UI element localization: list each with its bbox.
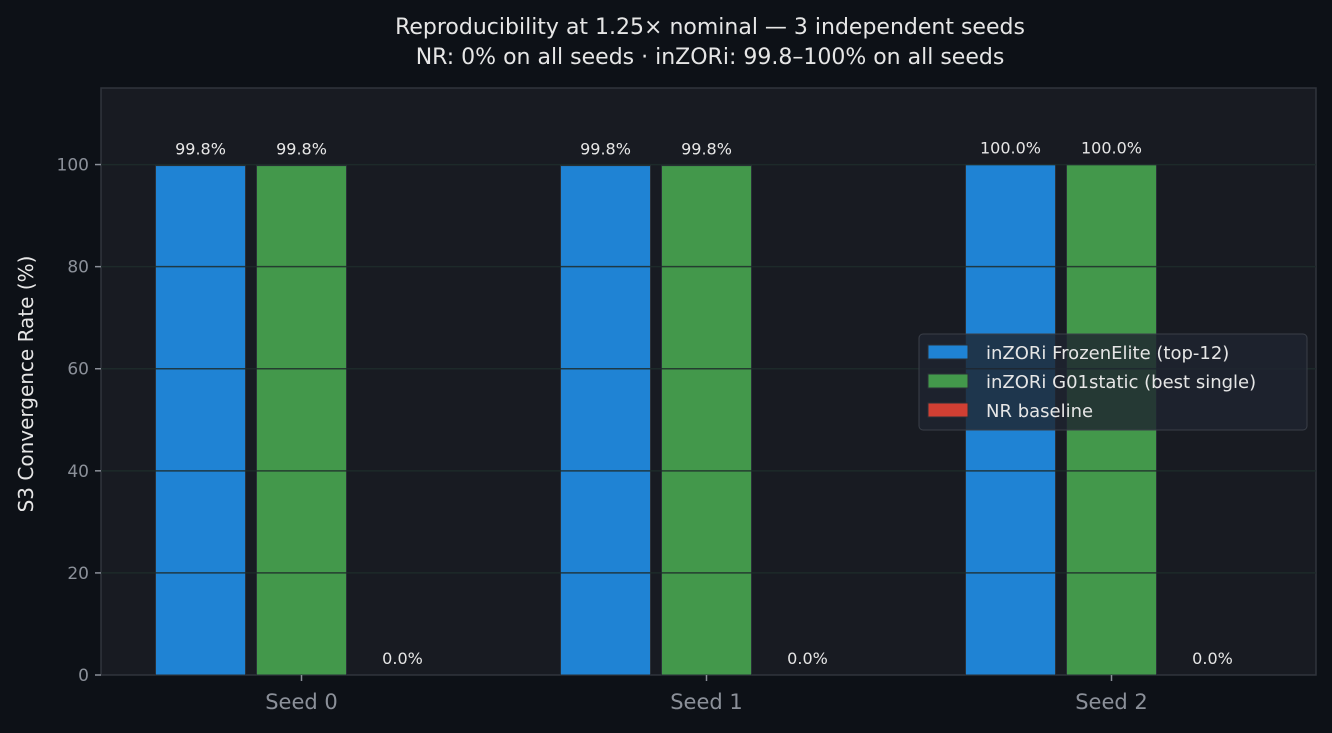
- legend-swatch: [927, 373, 969, 389]
- chart-subtitle: NR: 0% on all seeds · inZORi: 99.8–100% …: [416, 45, 1005, 70]
- x-tick-label: Seed 0: [265, 690, 338, 714]
- bar-value-label: 99.8%: [175, 140, 226, 159]
- y-tick-label: 100: [57, 156, 89, 176]
- bar: [661, 165, 752, 676]
- bar-value-label: 100.0%: [1081, 139, 1142, 158]
- y-tick-label: 60: [67, 360, 89, 380]
- y-tick-label: 20: [67, 564, 89, 584]
- bar: [155, 165, 246, 676]
- x-tick-label: Seed 1: [670, 690, 743, 714]
- legend-swatch: [927, 344, 969, 360]
- bar-value-label: 100.0%: [980, 139, 1041, 158]
- bar: [560, 165, 651, 676]
- y-axis-label: S3 Convergence Rate (%): [14, 256, 38, 513]
- y-tick-label: 80: [67, 258, 89, 278]
- chart-title: Reproducibility at 1.25× nominal — 3 ind…: [395, 15, 1025, 40]
- x-tick-label: Seed 2: [1075, 690, 1148, 714]
- legend-entry-label: inZORi G01static (best single): [986, 372, 1256, 393]
- legend: inZORi FrozenElite (top-12) inZORi G01sta…: [918, 333, 1308, 431]
- legend-box: [918, 333, 1308, 431]
- bar-value-label: 99.8%: [276, 140, 327, 159]
- legend-entry-label: NR baseline: [986, 401, 1093, 422]
- legend-entry-label: inZORi FrozenElite (top-12): [986, 343, 1229, 364]
- y-tick-label: 40: [67, 462, 89, 482]
- bar-value-label: 99.8%: [580, 140, 631, 159]
- bar-value-label: 0.0%: [1192, 649, 1233, 668]
- legend-swatch: [927, 402, 969, 418]
- bar-value-label: 0.0%: [382, 649, 423, 668]
- bar-value-label: 0.0%: [787, 649, 828, 668]
- y-tick-label: 0: [78, 666, 89, 686]
- bar-value-label: 99.8%: [681, 140, 732, 159]
- bar: [256, 165, 347, 676]
